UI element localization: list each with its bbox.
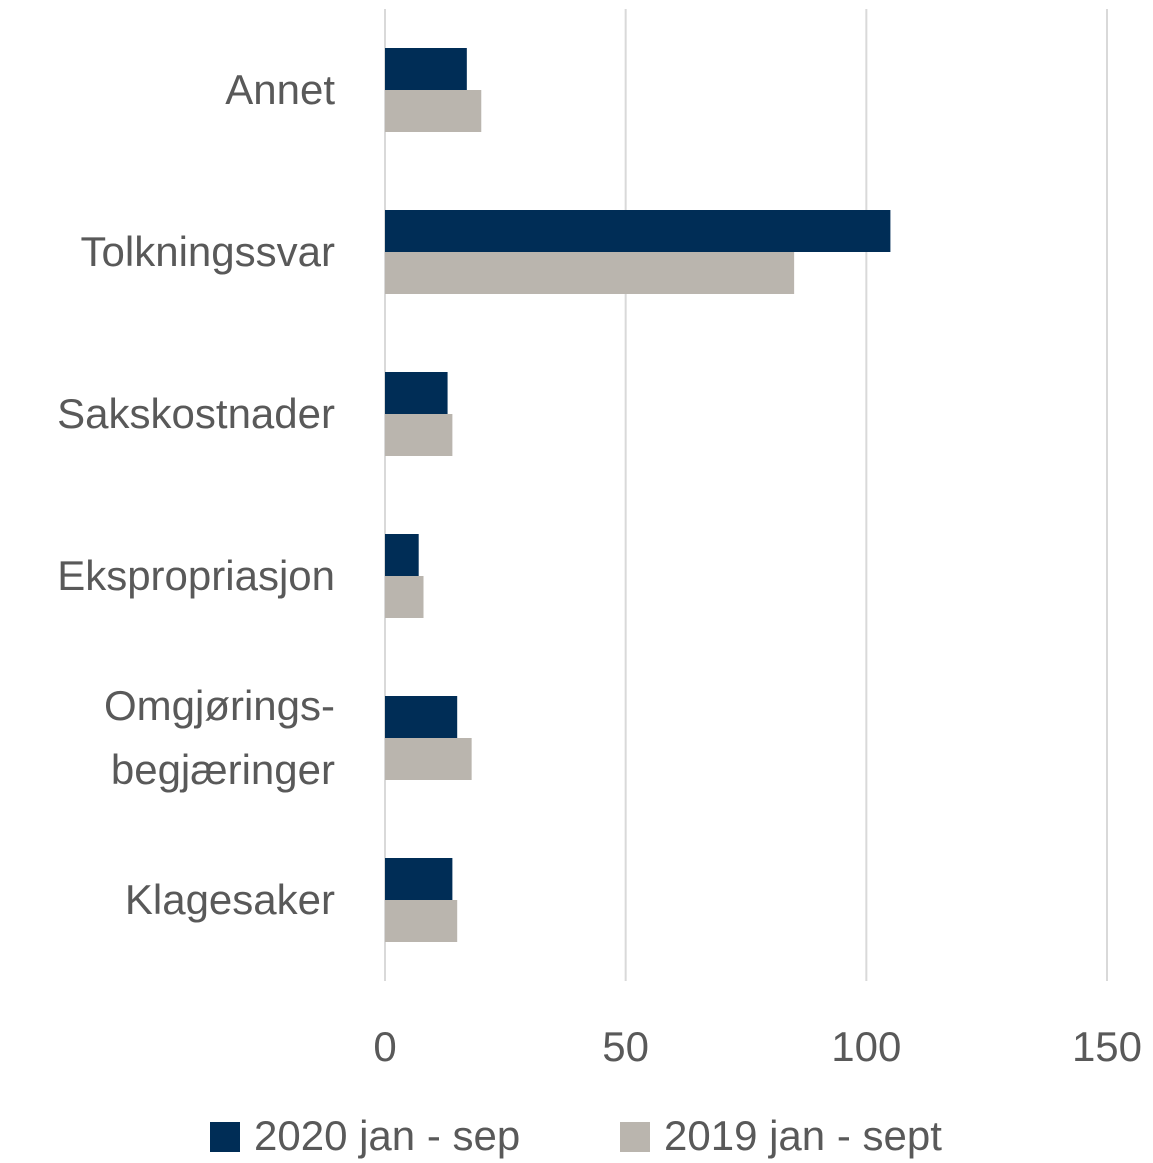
- bar: [385, 900, 458, 942]
- bar: [385, 372, 448, 414]
- legend-swatch: [620, 1122, 650, 1152]
- legend-label: 2019 jan - sept: [664, 1112, 942, 1159]
- bar: [385, 210, 891, 252]
- bar: [385, 414, 453, 456]
- bar: [385, 576, 424, 618]
- bar: [385, 534, 419, 576]
- bar: [385, 252, 795, 294]
- legend-label: 2020 jan - sep: [254, 1112, 520, 1159]
- y-tick-label: Ekspropriasjon: [57, 552, 335, 599]
- bar: [385, 90, 482, 132]
- bar: [385, 696, 458, 738]
- legend-swatch: [210, 1122, 240, 1152]
- y-tick-label: Tolkningssvar: [80, 228, 335, 275]
- bar: [385, 48, 467, 90]
- x-tick-label: 50: [602, 1023, 649, 1070]
- y-tick-label: Omgjørings- begjæringer: [103, 682, 335, 793]
- y-tick-label: Annet: [225, 66, 335, 113]
- x-tick-label: 150: [1072, 1023, 1142, 1070]
- bar: [385, 738, 472, 780]
- bar: [385, 858, 453, 900]
- x-tick-label: 0: [373, 1023, 396, 1070]
- x-tick-label: 100: [831, 1023, 901, 1070]
- y-tick-label: Sakskostnader: [57, 390, 335, 437]
- y-tick-label: Klagesaker: [124, 876, 335, 923]
